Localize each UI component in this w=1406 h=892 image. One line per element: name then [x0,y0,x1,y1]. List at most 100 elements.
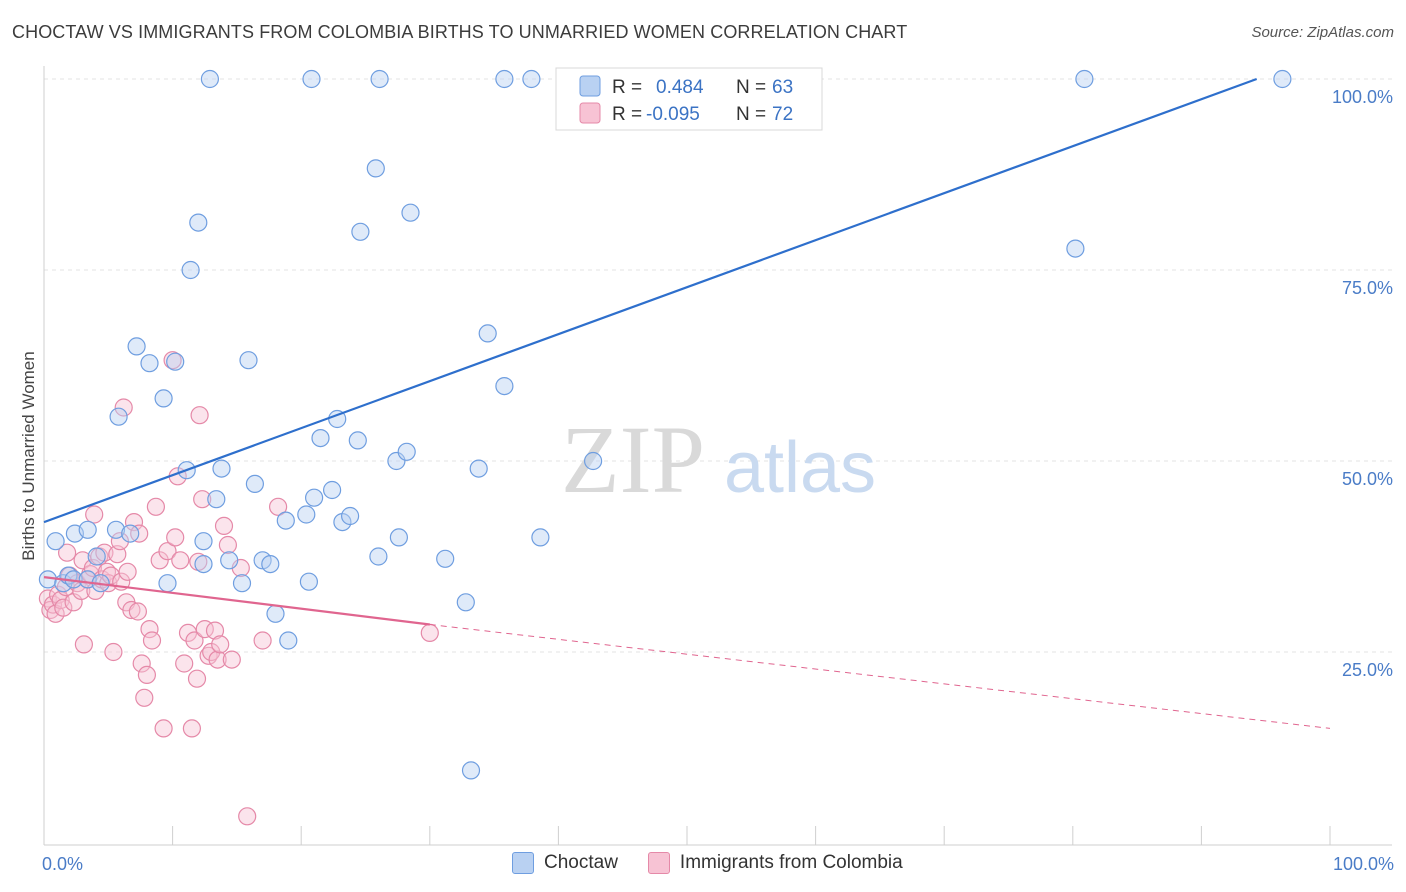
choctaw-point-24 [212,459,231,478]
colombia-point-69 [269,497,288,516]
choctaw-point-26 [232,574,252,593]
colombia-trend-extension [429,623,1331,729]
choctaw-point-15 [154,389,173,408]
choctaw-point-57 [583,451,603,471]
legend-colombia-r-value: -0.095 [646,104,700,125]
colombia-swatch [647,852,670,874]
choctaw-point-62 [522,69,541,89]
colombia-point-65 [222,650,241,669]
colombia-point-14 [74,635,94,654]
colombia-point-47 [166,528,185,547]
legend-colombia-r-label: R = [612,104,642,125]
legend-choctaw-swatch [579,75,601,97]
colombia-point-39 [137,665,156,685]
colombia-point-50 [175,654,194,673]
choctaw-point-43 [351,222,370,241]
chart-title: CHOCTAW VS IMMIGRANTS FROM COLOMBIA BIRT… [12,22,908,42]
choctaw-point-59 [200,69,219,89]
choctaw-point-21 [194,554,213,574]
choctaw-point-17 [166,352,185,371]
colombia-point-62 [211,635,230,654]
series-colombia-points [38,351,439,826]
colombia-point-32 [118,562,137,581]
choctaw-point-25 [220,551,239,570]
colombia-point-68 [253,631,272,650]
colombia-point-51 [178,623,198,643]
colombia-point-60 [205,621,225,640]
legend-choctaw-n-label: N = [736,77,766,98]
choctaw-point-23 [207,490,226,509]
y-tick-label-3: 100.0% [1332,87,1393,107]
choctaw-point-47 [389,528,408,547]
colombia-point-56 [193,490,212,509]
colombia-point-43 [150,551,169,570]
legend-item-colombia[interactable]: Immigrants from Colombia [647,852,903,874]
series-choctaw-points [38,69,1292,780]
choctaw-point-7 [78,520,97,539]
legend-colombia-n-value: 72 [772,104,793,125]
choctaw-point-34 [297,505,316,524]
colombia-point-63 [214,516,234,536]
choctaw-point-53 [469,459,488,478]
colombia-point-38 [135,688,154,707]
choctaw-label: Choctaw [544,852,618,873]
colombia-point-34 [124,512,144,532]
choctaw-point-58 [302,69,321,89]
y-tick-label-2: 75.0% [1342,278,1393,298]
y-axis-label: Births to Unmarried Women [19,351,38,560]
choctaw-point-20 [189,213,208,232]
colombia-point-37 [132,654,151,673]
colombia-trend-line [43,576,430,626]
choctaw-point-38 [323,480,342,500]
colombia-point-64 [218,535,237,555]
choctaw-point-1 [46,532,65,551]
choctaw-point-51 [456,593,475,612]
colombia-point-6 [54,598,73,617]
choctaw-point-55 [495,377,514,396]
choctaw-point-35 [299,572,318,591]
choctaw-point-61 [495,69,514,89]
tick-labels: 25.0% 50.0% 75.0% 100.0% 0.0% 100.0% [42,87,1394,874]
colombia-point-41 [142,631,162,650]
legend-colombia-n-label: N = [736,104,766,125]
choctaw-point-32 [276,511,295,530]
colombia-point-40 [140,619,159,639]
choctaw-point-11 [121,524,140,543]
colombia-point-71 [420,623,439,643]
colombia-point-30 [114,398,133,417]
choctaw-point-44 [366,159,385,178]
legend-colombia-swatch [579,102,601,124]
legend-choctaw-r-value: 0.484 [656,77,704,98]
choctaw-point-52 [461,761,481,780]
choctaw-point-28 [245,474,264,493]
choctaw-point-31 [266,604,285,623]
choctaw-point-37 [311,429,330,448]
choctaw-point-36 [305,488,324,507]
choctaw-point-56 [531,528,550,547]
choctaw-point-13 [127,337,146,356]
choctaw-point-65 [1273,69,1292,89]
legend-item-choctaw[interactable]: Choctaw [512,852,618,874]
colombia-point-42 [146,497,165,516]
colombia-point-52 [182,719,201,738]
choctaw-point-46 [387,451,406,471]
colombia-point-54 [187,669,207,688]
choctaw-point-16 [158,574,177,593]
trend-lines [43,77,1331,729]
choctaw-trend-line [43,77,1258,524]
colombia-point-35 [128,602,147,621]
colombia-point-44 [154,719,173,738]
choctaw-point-30 [261,554,280,574]
choctaw-point-45 [369,547,388,566]
grid-lines [44,78,1392,653]
choctaw-point-12 [109,407,128,426]
y-tick-label-1: 50.0% [1342,469,1393,489]
watermark: ZIP atlas [561,406,876,513]
choctaw-point-48 [397,442,416,461]
choctaw-point-63 [1066,239,1085,258]
choctaw-point-22 [194,532,213,551]
colombia-label: Immigrants from Colombia [679,852,903,873]
correlation-legend: R = 0.484 N = 63 R = -0.095 N = 72 [555,67,823,131]
x-tick-label-0: 0.0% [42,854,83,874]
